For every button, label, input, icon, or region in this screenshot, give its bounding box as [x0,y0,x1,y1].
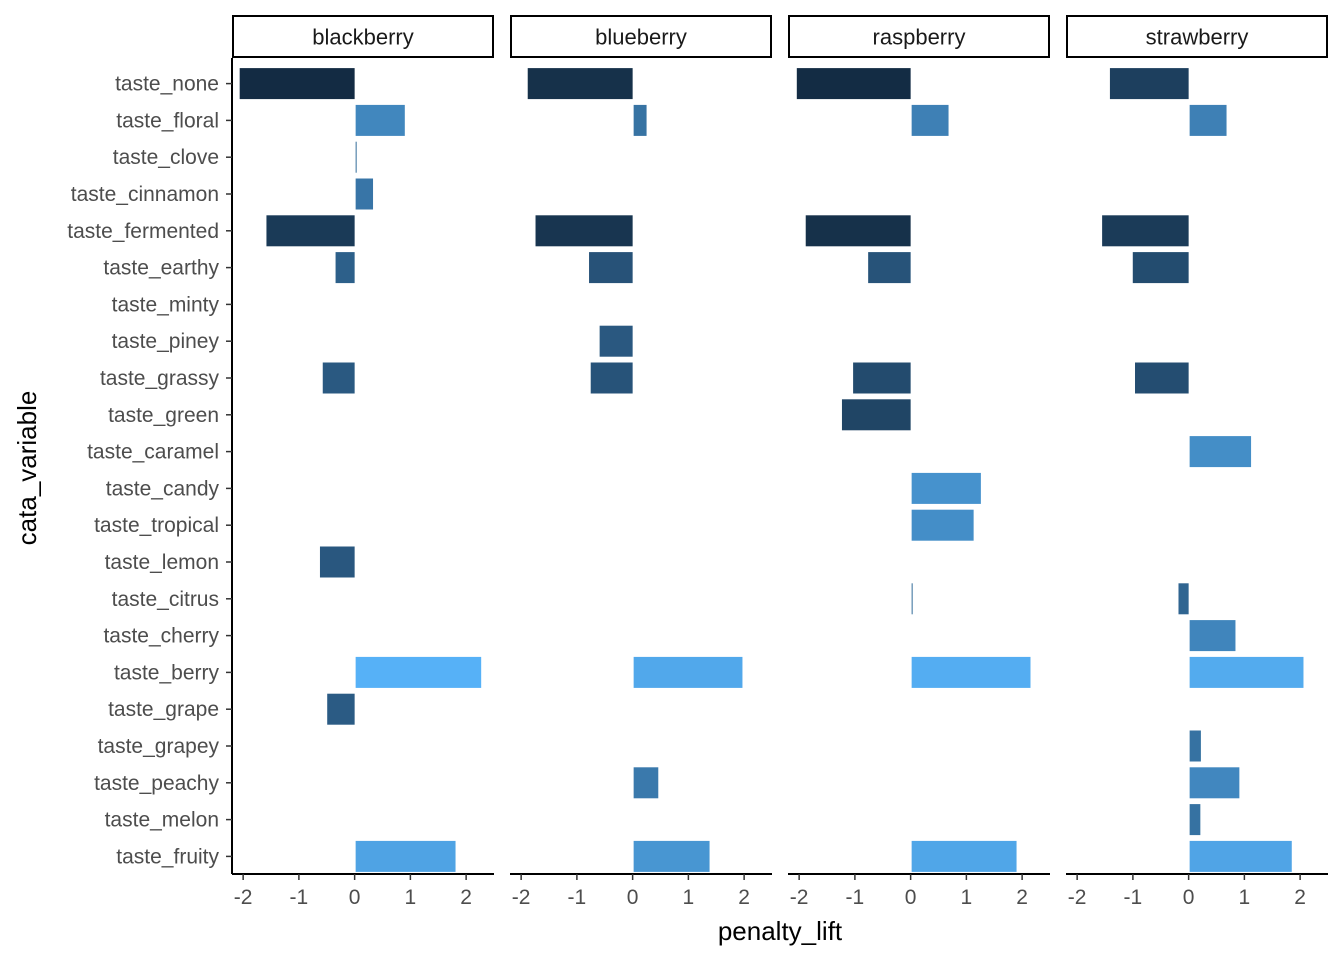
y-tick-label: taste_green [108,404,219,427]
bar-strawberry-taste_cherry [1189,620,1236,652]
bar-raspberry-taste_tropical [911,509,974,541]
bar-strawberry-taste_floral [1189,104,1227,136]
x-tick-label: -1 [1124,886,1143,909]
bar-raspberry-taste_earthy [868,252,911,284]
bar-blueberry-taste_earthy [589,252,633,284]
bar-raspberry-taste_berry [911,656,1031,688]
bar-blueberry-taste_berry [633,656,743,688]
y-tick-label: taste_tropical [94,514,219,537]
y-tick-label: taste_candy [106,477,220,500]
y-tick-label: taste_caramel [87,441,219,464]
x-tick-label: -1 [846,886,865,909]
bar-blueberry-taste_piney [599,325,633,357]
x-tick-label: 1 [1239,886,1251,909]
bar-raspberry-taste_floral [911,104,949,136]
bar-blackberry-taste_clove [355,141,357,173]
facet-strip-label: blueberry [595,25,687,50]
y-tick-label: taste_melon [105,809,219,832]
x-tick-label: 2 [1016,886,1028,909]
x-axis-title: penalty_lift [718,916,843,946]
facet-strip-label: blackberry [312,25,413,50]
bar-blackberry-taste_grape [327,693,355,725]
bar-strawberry-taste_berry [1189,656,1304,688]
bar-raspberry-taste_green [841,399,911,431]
y-tick-label: taste_berry [114,661,220,684]
y-tick-label: taste_fruity [116,845,219,868]
x-tick-label: 1 [405,886,417,909]
bar-blueberry-taste_fermented [535,215,633,247]
bar-strawberry-taste_grapey [1189,730,1201,762]
facet-strip [510,15,772,58]
x-tick-label: -1 [290,886,309,909]
y-tick-label: taste_peachy [94,772,219,795]
y-tick-label: taste_none [115,73,219,96]
facet-strip [1066,15,1328,58]
bar-strawberry-taste_earthy [1132,252,1189,284]
bar-blueberry-taste_grassy [590,362,633,394]
y-tick-label: taste_fermented [67,220,219,243]
bar-strawberry-taste_peachy [1189,767,1240,799]
x-tick-label: 2 [738,886,750,909]
bar-blackberry-taste_lemon [319,546,355,578]
x-tick-label: 1 [961,886,973,909]
bar-blackberry-taste_floral [355,104,405,136]
bar-raspberry-taste_fermented [805,215,911,247]
y-tick-label: taste_piney [112,330,220,353]
x-tick-label: 2 [1294,886,1306,909]
bar-raspberry-taste_citrus [911,583,913,615]
bar-blackberry-taste_fruity [355,840,456,872]
y-tick-label: taste_minty [112,293,220,316]
bar-blackberry-taste_cinnamon [355,178,374,210]
bar-raspberry-taste_none [796,68,911,100]
bar-blackberry-taste_berry [355,656,482,688]
bar-blueberry-taste_none [527,68,633,100]
bar-strawberry-taste_melon [1189,804,1201,836]
bar-strawberry-taste_fermented [1102,215,1189,247]
x-tick-label: -1 [568,886,587,909]
x-tick-label: -2 [790,886,809,909]
x-tick-label: -2 [1068,886,1087,909]
bar-blueberry-taste_floral [633,104,647,136]
y-axis-title: cata_variable [12,391,42,546]
bar-strawberry-taste_fruity [1189,840,1292,872]
bar-blueberry-taste_fruity [633,840,710,872]
x-tick-label: 0 [1183,886,1195,909]
y-tick-label: taste_grape [108,698,219,721]
x-tick-label: 1 [683,886,695,909]
bar-blueberry-taste_peachy [633,767,659,799]
x-tick-label: 0 [905,886,917,909]
facet-strip [232,15,494,58]
bar-strawberry-taste_citrus [1178,583,1189,615]
y-tick-label: taste_citrus [112,588,219,611]
bar-raspberry-taste_fruity [911,840,1017,872]
facet-strip-label: strawberry [1146,25,1249,50]
y-tick-label: taste_cinnamon [71,183,219,206]
bar-raspberry-taste_candy [911,472,981,504]
y-tick-label: taste_earthy [103,257,219,280]
bar-strawberry-taste_caramel [1189,436,1252,468]
bar-blackberry-taste_earthy [335,252,355,284]
facet-strip-label: raspberry [873,25,966,50]
x-tick-label: -2 [512,886,531,909]
bar-blackberry-taste_grassy [322,362,355,394]
bar-strawberry-taste_none [1109,68,1189,100]
y-tick-label: taste_lemon [105,551,219,574]
y-tick-label: taste_grassy [100,367,220,390]
facet-strip [788,15,1050,58]
y-tick-label: taste_cherry [103,625,219,648]
bar-raspberry-taste_grassy [853,362,911,394]
x-tick-label: 2 [460,886,472,909]
bar-blackberry-taste_none [239,68,355,100]
bar-blackberry-taste_fermented [266,215,355,247]
y-tick-label: taste_grapey [98,735,220,758]
y-tick-label: taste_clove [113,146,219,169]
x-tick-label: 0 [627,886,639,909]
x-tick-label: 0 [349,886,361,909]
x-tick-label: -2 [234,886,253,909]
bar-strawberry-taste_grassy [1135,362,1189,394]
y-tick-label: taste_floral [116,109,219,132]
